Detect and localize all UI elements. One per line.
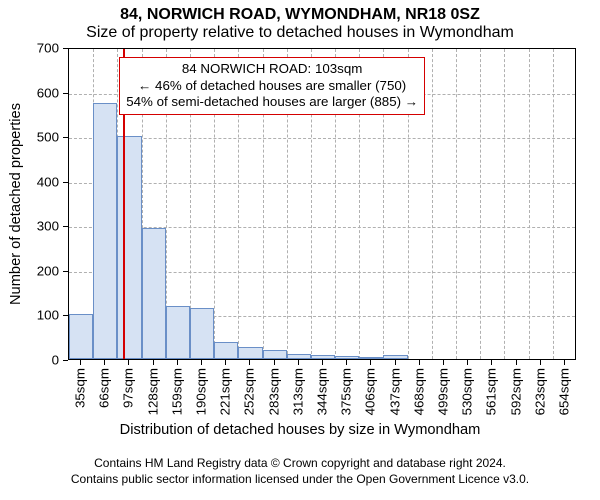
- x-tick-mark: [346, 360, 347, 365]
- x-tick-label: 592sqm: [508, 368, 523, 418]
- grid-line-vertical: [504, 49, 505, 359]
- y-tick-label: 600: [0, 85, 59, 100]
- y-tick-mark: [63, 93, 68, 94]
- x-tick-mark: [540, 360, 541, 365]
- x-tick-label: 406sqm: [363, 368, 378, 418]
- histogram-bar: [142, 228, 166, 359]
- x-tick-label: 159sqm: [169, 368, 184, 418]
- histogram-bar: [383, 355, 407, 359]
- y-tick-label: 200: [0, 263, 59, 278]
- x-tick-mark: [80, 360, 81, 365]
- histogram-bar: [311, 355, 335, 359]
- x-tick-label: 128sqm: [145, 368, 160, 418]
- y-tick-mark: [63, 137, 68, 138]
- x-tick-mark: [104, 360, 105, 365]
- x-tick-label: 530sqm: [460, 368, 475, 418]
- x-tick-label: 623sqm: [532, 368, 547, 418]
- footer-line-2: Contains public sector information licen…: [0, 472, 600, 486]
- y-tick-mark: [63, 182, 68, 183]
- title-line-1: 84, NORWICH ROAD, WYMONDHAM, NR18 0SZ: [0, 6, 600, 24]
- grid-line-vertical: [456, 49, 457, 359]
- x-tick-label: 437sqm: [387, 368, 402, 418]
- grid-line-vertical: [480, 49, 481, 359]
- x-tick-label: 283sqm: [266, 368, 281, 418]
- histogram-bar: [287, 354, 311, 359]
- callout-line: ← 46% of detached houses are smaller (75…: [126, 78, 418, 95]
- x-tick-mark: [153, 360, 154, 365]
- y-tick-label: 300: [0, 219, 59, 234]
- grid-line-horizontal: [69, 138, 575, 139]
- histogram-bar: [238, 347, 262, 359]
- x-tick-mark: [564, 360, 565, 365]
- x-tick-label: 499sqm: [435, 368, 450, 418]
- x-tick-label: 35sqm: [73, 368, 88, 418]
- x-tick-label: 97sqm: [121, 368, 136, 418]
- x-tick-mark: [467, 360, 468, 365]
- histogram-bar: [359, 357, 383, 359]
- y-tick-label: 100: [0, 308, 59, 323]
- y-tick-mark: [63, 48, 68, 49]
- y-tick-label: 500: [0, 130, 59, 145]
- callout-line: 84 NORWICH ROAD: 103sqm: [126, 61, 418, 78]
- histogram-bar: [166, 306, 190, 359]
- x-tick-label: 468sqm: [411, 368, 426, 418]
- x-tick-label: 344sqm: [315, 368, 330, 418]
- x-tick-mark: [516, 360, 517, 365]
- x-tick-mark: [298, 360, 299, 365]
- y-tick-mark: [63, 315, 68, 316]
- histogram-bar: [190, 308, 214, 359]
- x-tick-mark: [201, 360, 202, 365]
- x-axis-label: Distribution of detached houses by size …: [0, 422, 600, 438]
- x-tick-label: 252sqm: [242, 368, 257, 418]
- grid-line-vertical: [432, 49, 433, 359]
- grid-line-vertical: [529, 49, 530, 359]
- x-tick-mark: [177, 360, 178, 365]
- histogram-bar: [69, 314, 93, 359]
- x-tick-label: 190sqm: [194, 368, 209, 418]
- x-tick-label: 313sqm: [290, 368, 305, 418]
- callout-box: 84 NORWICH ROAD: 103sqm← 46% of detached…: [119, 57, 425, 115]
- title-line-2: Size of property relative to detached ho…: [0, 24, 600, 42]
- histogram-bar: [117, 136, 141, 359]
- y-tick-mark: [63, 360, 68, 361]
- y-tick-mark: [63, 226, 68, 227]
- grid-line-vertical: [553, 49, 554, 359]
- x-tick-label: 66sqm: [97, 368, 112, 418]
- x-tick-label: 654sqm: [556, 368, 571, 418]
- y-tick-label: 0: [0, 353, 59, 368]
- x-tick-mark: [274, 360, 275, 365]
- callout-line: 54% of semi-detached houses are larger (…: [126, 94, 418, 111]
- chart-container: 84, NORWICH ROAD, WYMONDHAM, NR18 0SZ Si…: [0, 0, 600, 500]
- x-tick-label: 221sqm: [218, 368, 233, 418]
- histogram-bar: [214, 342, 238, 359]
- histogram-bar: [263, 350, 287, 359]
- plot-area: 84 NORWICH ROAD: 103sqm← 46% of detached…: [68, 48, 576, 360]
- x-tick-label: 561sqm: [484, 368, 499, 418]
- x-tick-mark: [225, 360, 226, 365]
- x-tick-mark: [395, 360, 396, 365]
- x-tick-mark: [443, 360, 444, 365]
- x-tick-mark: [322, 360, 323, 365]
- y-tick-label: 400: [0, 174, 59, 189]
- y-tick-mark: [63, 271, 68, 272]
- x-tick-mark: [370, 360, 371, 365]
- x-tick-mark: [128, 360, 129, 365]
- x-tick-mark: [249, 360, 250, 365]
- grid-line-horizontal: [69, 183, 575, 184]
- histogram-bar: [335, 356, 359, 359]
- y-tick-label: 700: [0, 41, 59, 56]
- x-tick-mark: [491, 360, 492, 365]
- x-tick-label: 375sqm: [339, 368, 354, 418]
- footer-line-1: Contains HM Land Registry data © Crown c…: [0, 456, 600, 470]
- histogram-bar: [93, 103, 117, 359]
- x-tick-mark: [419, 360, 420, 365]
